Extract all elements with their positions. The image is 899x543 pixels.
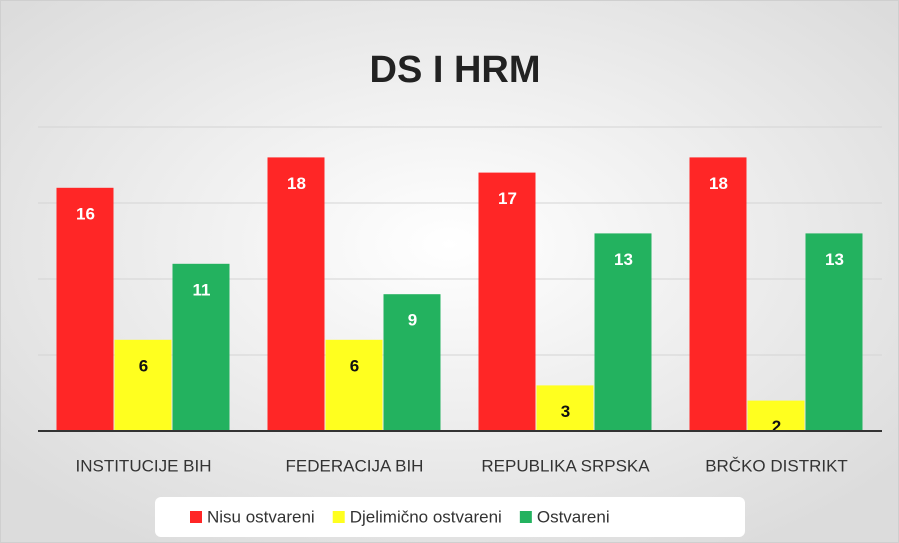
bar: [689, 157, 747, 431]
bar: [747, 400, 805, 431]
x-tick-label: BRČKO DISTRIKT: [705, 456, 848, 475]
data-label: 6: [139, 356, 148, 375]
x-tick-label: REPUBLIKA SRPSKA: [481, 456, 650, 475]
chart-title: DS I HRM: [370, 49, 541, 91]
bar: [805, 233, 863, 431]
data-label: 9: [408, 311, 417, 330]
data-label: 17: [498, 189, 517, 208]
legend-box: [155, 497, 745, 537]
legend-swatch: [190, 511, 202, 523]
bar: [478, 172, 536, 431]
data-label: 16: [76, 204, 95, 223]
legend-label: Nisu ostvareni: [207, 507, 315, 526]
bar: [172, 263, 230, 431]
data-label: 3: [561, 402, 570, 421]
bar: [325, 339, 383, 431]
legend-swatch: [519, 511, 532, 523]
legend-label: Ostvareni: [537, 507, 610, 526]
bar: [56, 187, 114, 431]
data-label: 13: [825, 250, 844, 269]
bar: [114, 339, 172, 431]
bar: [594, 233, 652, 431]
data-label: 18: [287, 174, 306, 193]
bar: [267, 157, 325, 431]
data-label: 13: [614, 250, 633, 269]
bar: [383, 294, 441, 431]
x-tick-label: INSTITUCIJE BIH: [75, 456, 211, 475]
data-label: 18: [709, 174, 728, 193]
legend-swatch: [332, 511, 345, 523]
data-label: 2: [772, 417, 781, 436]
data-label: 6: [350, 356, 359, 375]
data-label: 11: [193, 280, 211, 299]
bar: [536, 385, 594, 431]
x-tick-label: FEDERACIJA BIH: [286, 456, 424, 475]
legend-label: Djelimično ostvareni: [350, 507, 502, 526]
